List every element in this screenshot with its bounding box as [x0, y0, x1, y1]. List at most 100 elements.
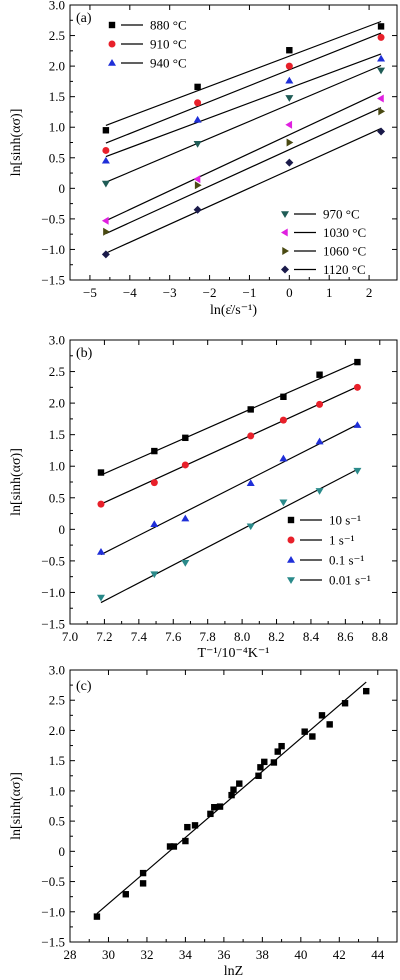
fit-line [105, 32, 382, 144]
panel-label: (b) [76, 346, 93, 361]
data-point [182, 434, 189, 442]
data-point [216, 803, 224, 810]
fit-line [100, 468, 358, 604]
data-point [274, 748, 281, 755]
series-7 [101, 127, 386, 259]
data-point [101, 156, 110, 164]
data-point [193, 175, 201, 184]
x-tick-label: 7.6 [165, 629, 182, 644]
data-point [363, 687, 370, 695]
y-tick-label: 3.0 [49, 663, 65, 678]
legend: 880 °C 910 °C 940 °C [108, 18, 187, 71]
data-point [286, 47, 293, 54]
y-tick-label: 2.5 [49, 28, 65, 43]
x-axis-label: T⁻¹/10⁻⁴K⁻¹ [198, 646, 270, 661]
data-point [247, 432, 255, 440]
series-2 [102, 32, 385, 154]
legend-marker [281, 265, 289, 274]
y-tick-label: 0.5 [49, 814, 65, 829]
data-point [150, 571, 159, 579]
x-tick-label: −4 [123, 285, 137, 300]
y-tick-label: 0 [59, 844, 66, 859]
legend-marker [287, 577, 295, 584]
series-4 [101, 64, 386, 188]
x-axis-label: ln(ε̇/s⁻¹) [210, 303, 257, 318]
fit-line [105, 91, 382, 222]
x-tick-label: 2 [366, 285, 373, 300]
data-point [166, 843, 174, 850]
legend-label: 910 °C [150, 37, 187, 52]
data-point [378, 107, 386, 116]
data-point [182, 837, 189, 845]
x-axis-label: lnZ [224, 964, 243, 979]
x-tick-label: 7.0 [62, 629, 78, 644]
x-tick-label: 28 [64, 947, 77, 962]
data-point [211, 804, 218, 811]
data-point [353, 383, 361, 391]
data-point [285, 158, 294, 167]
legend: 970 °C 1030 °C 1060 °C 1120 °C [281, 207, 366, 277]
data-point [236, 780, 243, 787]
data-point [103, 227, 110, 236]
series-3 [96, 421, 362, 556]
legend-label: 0.1 s⁻¹ [329, 553, 364, 568]
data-point [285, 62, 293, 70]
data-point [280, 393, 287, 400]
x-tick-label: 0 [286, 285, 293, 300]
fit-line [100, 386, 358, 505]
data-point [279, 416, 287, 424]
data-point [122, 891, 129, 898]
data-point [255, 772, 262, 779]
x-tick-label: −3 [163, 285, 177, 300]
series-2 [97, 383, 361, 508]
panel-3: 28 30 32 34 36 38 40 42 44 −1.5 −1.0 −0.5 0 0.5 1.0 1.5… [9, 663, 398, 979]
data-point [184, 823, 191, 831]
data-point [353, 421, 362, 428]
data-point [377, 67, 386, 75]
data-point [96, 594, 105, 602]
legend-marker [281, 228, 288, 237]
y-tick-label: 2.5 [49, 364, 65, 379]
x-tick-label: 36 [217, 947, 231, 962]
y-tick-label: −0.5 [41, 211, 65, 226]
legend-marker [287, 536, 295, 544]
x-tick-label: 34 [179, 947, 193, 962]
legend-marker [282, 247, 289, 255]
fit-line [105, 53, 382, 158]
panel-2: 7.0 7.2 7.4 7.6 7.8 8.0 8.2 8.4 8.6 8.8 −1.5 −1.0 −0… [9, 333, 398, 661]
fit-line [105, 20, 382, 126]
data-point [318, 712, 326, 719]
series-4 [96, 467, 362, 604]
y-tick-label: 1.5 [49, 753, 65, 768]
data-point [377, 23, 385, 30]
series-1 [97, 358, 361, 476]
y-tick-label: −1.0 [41, 585, 65, 600]
data-point [286, 138, 294, 147]
x-tick-label: 8.6 [337, 629, 354, 644]
y-tick-label: 2.0 [49, 59, 65, 74]
fit-line [105, 64, 382, 183]
x-tick-label: 8.8 [372, 629, 388, 644]
legend-label: 1120 °C [323, 262, 366, 277]
legend-label: 10 s⁻¹ [329, 513, 361, 528]
x-tick-label: 42 [333, 947, 346, 962]
data-point [194, 99, 202, 107]
y-tick-label: −1.5 [41, 935, 65, 950]
y-tick-label: 3.0 [49, 0, 65, 13]
series-5 [101, 91, 384, 225]
data-point [377, 127, 386, 136]
fit-line [100, 424, 358, 556]
data-point [207, 810, 214, 818]
data-point [377, 94, 384, 103]
legend-label: 970 °C [323, 207, 360, 222]
fit-line [100, 361, 358, 476]
panel-1: −5 −4 −3 −2 −1 0 1 2 −1.5 −1.0 −0.5 0 0.5 1.0 1.5 2.0 2.… [9, 0, 398, 318]
data-point [170, 843, 178, 850]
data-point [151, 447, 158, 455]
data-point [316, 400, 324, 408]
data-point [285, 95, 294, 102]
legend-label: 0.01 s⁻¹ [329, 573, 371, 588]
data-point [257, 764, 264, 771]
x-tick-label: 8.0 [234, 629, 250, 644]
y-tick-label: −0.5 [41, 553, 65, 568]
